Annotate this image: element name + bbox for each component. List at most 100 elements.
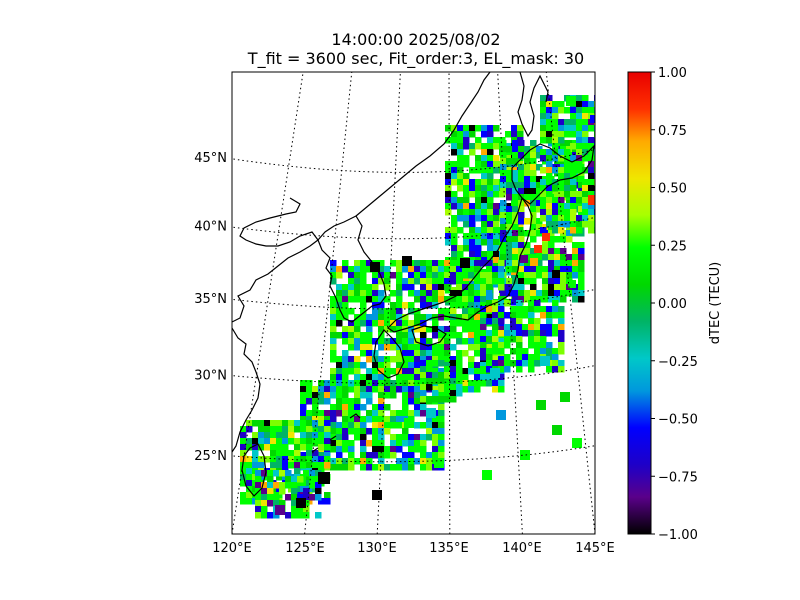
dtec-cell xyxy=(312,462,319,469)
coastline-china-south xyxy=(232,327,261,453)
dtec-cell xyxy=(315,488,322,495)
dtec-cell xyxy=(468,308,475,315)
dtec-cell xyxy=(378,362,385,369)
dtec-cell xyxy=(558,155,565,162)
colorbar-tick-label: −0.75 xyxy=(658,470,698,485)
dtec-cell xyxy=(480,272,487,279)
dtec-cell xyxy=(402,452,409,459)
lon-label: 120°E xyxy=(212,541,252,556)
dtec-cell xyxy=(512,236,519,243)
dtec-cell xyxy=(432,446,439,453)
dtec-cell xyxy=(498,312,505,319)
dtec-cell xyxy=(566,140,573,147)
dtec-cell xyxy=(450,320,457,327)
dtec-cell xyxy=(240,444,247,451)
dtec-cell xyxy=(463,209,470,216)
dtec-cell xyxy=(246,480,253,487)
dtec-cell xyxy=(444,296,451,303)
dtec-cell xyxy=(366,350,373,357)
dtec-cell xyxy=(318,472,330,484)
dtec-cell xyxy=(570,113,577,120)
dtec-cell xyxy=(300,420,307,427)
dtec-cell xyxy=(366,368,373,375)
dtec-cell xyxy=(360,260,367,267)
dtec-cell xyxy=(500,188,507,195)
dtec-cell xyxy=(342,440,349,447)
dtec-cell xyxy=(582,125,589,132)
dtec-cell xyxy=(506,194,513,201)
dtec-cell xyxy=(354,368,361,375)
dtec-cell xyxy=(342,326,349,333)
dtec-cell xyxy=(588,173,595,180)
dtec-cell xyxy=(294,438,301,445)
lat-label: 35°N xyxy=(194,292,227,307)
dtec-cell xyxy=(463,179,470,186)
dtec-cell xyxy=(558,360,565,367)
dtec-cell xyxy=(451,149,458,156)
colorbar-tick-label: 0.75 xyxy=(658,124,687,139)
dtec-cell xyxy=(336,332,343,339)
dtec-cell xyxy=(564,185,571,192)
dtec-cell xyxy=(336,464,343,471)
dtec-cell xyxy=(252,444,259,451)
dtec-cell xyxy=(438,314,445,321)
dtec-cell xyxy=(354,326,361,333)
lat-label: 30°N xyxy=(194,369,227,384)
dtec-cell xyxy=(318,398,325,405)
dtec-cell xyxy=(480,336,487,343)
dtec-cell xyxy=(481,173,488,180)
dtec-cell xyxy=(546,125,553,132)
dtec-cell xyxy=(548,290,555,297)
dtec-cell xyxy=(510,330,517,337)
dtec-cell xyxy=(372,440,379,447)
dtec-cell xyxy=(408,458,415,465)
dtec-cell xyxy=(516,318,523,325)
dtec-cell xyxy=(372,386,379,393)
dtec-cell xyxy=(540,336,547,343)
dtec-cell xyxy=(469,131,476,138)
dtec-cell xyxy=(498,330,505,337)
dtec-cell xyxy=(492,386,499,393)
dtec-cell xyxy=(348,290,355,297)
dtec-cell xyxy=(354,416,361,423)
dtec-cell xyxy=(498,380,505,387)
dtec-cell xyxy=(552,143,559,150)
dtec-cell xyxy=(318,456,325,463)
dtec-cell xyxy=(396,314,403,321)
dtec-cell xyxy=(402,428,409,435)
dtec-cell xyxy=(462,326,469,333)
dtec-cell xyxy=(354,266,361,273)
dtec-cell xyxy=(402,386,409,393)
colorbar-tick-label: 0.25 xyxy=(658,239,687,254)
dtec-cell xyxy=(480,342,487,349)
dtec-cell xyxy=(366,338,373,345)
dtec-cell xyxy=(546,197,553,204)
dtec-cell xyxy=(420,302,427,309)
dtec-cell xyxy=(498,306,505,313)
dtec-cell xyxy=(438,416,445,423)
dtec-cell xyxy=(457,185,464,192)
dtec-cell xyxy=(506,248,513,255)
dtec-cell xyxy=(438,284,445,291)
dtec-cell xyxy=(384,344,391,351)
dtec-cell xyxy=(390,368,397,375)
dtec-cell xyxy=(372,410,379,417)
dtec-cell xyxy=(588,149,595,156)
dtec-cell xyxy=(384,284,391,291)
dtec-cell xyxy=(546,179,553,186)
dtec-cell xyxy=(462,368,469,375)
dtec-cell xyxy=(572,266,579,273)
dtec-cell xyxy=(560,290,567,297)
dtec-cell xyxy=(420,290,427,297)
dtec-cell xyxy=(480,366,487,373)
dtec-cell xyxy=(426,452,433,459)
dtec-cell xyxy=(493,191,500,198)
dtec-cell xyxy=(282,444,289,451)
dtec-cell xyxy=(342,386,349,393)
dtec-cell xyxy=(560,260,567,267)
dtec-cell xyxy=(402,256,412,266)
dtec-cell xyxy=(588,227,595,234)
dtec-cell xyxy=(566,236,573,243)
dtec-cell xyxy=(420,356,427,363)
dtec-cell xyxy=(336,272,343,279)
